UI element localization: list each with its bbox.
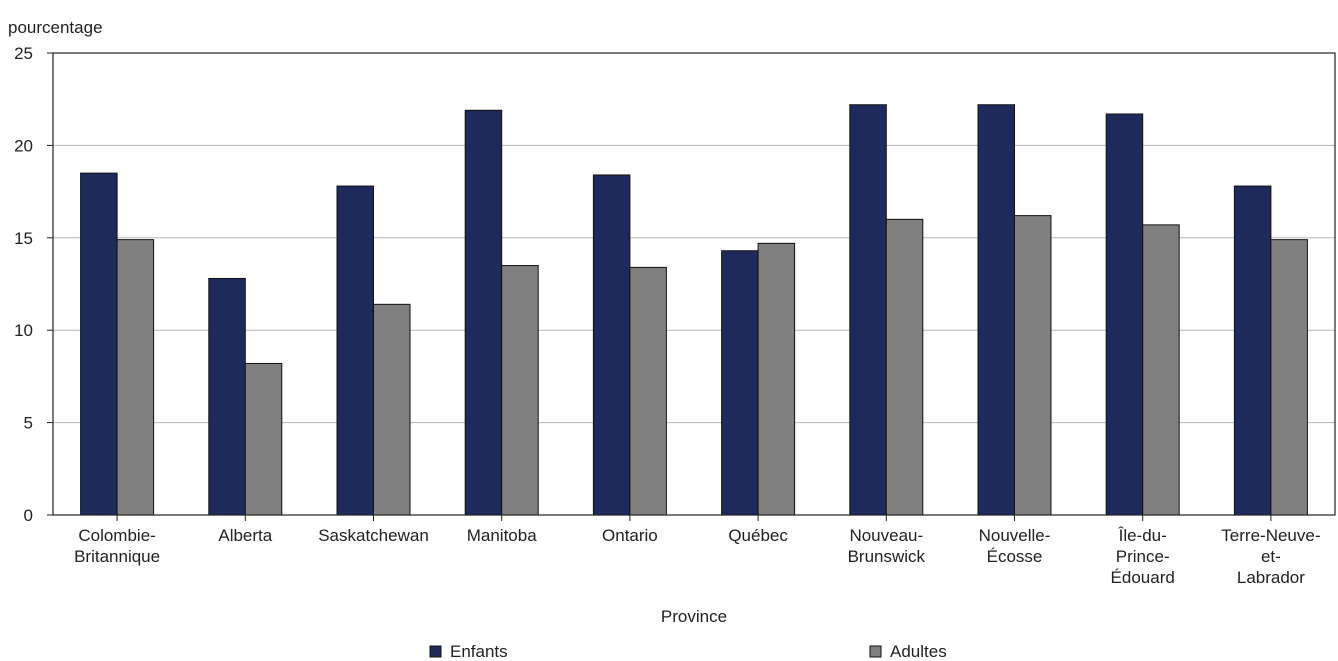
x-axis-label: Province	[661, 607, 727, 626]
x-tick-label: Labrador	[1237, 568, 1305, 587]
bar-adultes-7	[1014, 215, 1052, 516]
y-tick-label: 5	[24, 414, 33, 433]
bar-enfants-5	[721, 250, 759, 516]
bar-enfants-2	[336, 185, 374, 516]
x-tick-label: et-	[1261, 547, 1281, 566]
y-tick-labels: 0 5 10 15 20 25	[14, 44, 53, 525]
bar-adultes-5	[757, 242, 796, 516]
bars	[80, 104, 1308, 516]
bar-adultes-8	[1142, 224, 1180, 516]
bar-adultes-0	[116, 239, 155, 516]
x-tick-label: Terre-Neuve-	[1221, 526, 1320, 545]
bar-adultes-4	[629, 266, 667, 516]
bar-enfants-9	[1233, 185, 1272, 516]
legend: Enfants Adultes	[429, 642, 947, 661]
bar-adultes-1	[244, 362, 283, 516]
y-tick-label: 25	[14, 44, 33, 63]
y-tick-label: 0	[24, 506, 33, 525]
bar-adultes-3	[501, 265, 539, 516]
bar-enfants-8	[1105, 113, 1144, 516]
x-tick-label: Ontario	[602, 526, 658, 545]
x-tick-label: Prince-	[1116, 547, 1170, 566]
x-tick-label: Brunswick	[848, 547, 926, 566]
legend-label-enfants: Enfants	[450, 642, 508, 661]
bar-enfants-1	[208, 277, 246, 516]
x-tick-label: Nouveau-	[849, 526, 923, 545]
x-tick-label: Manitoba	[467, 526, 537, 545]
x-tick-label: Écosse	[987, 547, 1043, 566]
y-tick-label: 15	[14, 229, 33, 248]
legend-swatch-adultes	[869, 645, 882, 658]
y-tick-label: 20	[14, 136, 33, 155]
x-tick-label: Édouard	[1111, 568, 1175, 587]
x-tick-label: Nouvelle-	[979, 526, 1051, 545]
x-tick-label: Britannique	[74, 547, 160, 566]
legend-label-adultes: Adultes	[890, 642, 947, 661]
bar-adultes-6	[885, 218, 924, 516]
bar-adultes-9	[1270, 239, 1308, 516]
x-tick-label: Île-du-	[1118, 526, 1167, 545]
bar-enfants-3	[464, 109, 503, 516]
x-tick-label: Alberta	[218, 526, 272, 545]
x-tick-label: Saskatchewan	[318, 526, 429, 545]
x-tick-labels: Colombie- Britannique Alberta Saskatchewan M…	[74, 515, 1321, 587]
bar-enfants-7	[977, 104, 1015, 516]
y-axis-label: pourcentage	[8, 18, 103, 37]
bar-enfants-4	[592, 174, 631, 516]
bar-adultes-2	[373, 303, 411, 516]
legend-swatch-enfants	[429, 645, 442, 658]
bar-enfants-6	[849, 104, 887, 516]
bar-enfants-0	[80, 172, 118, 516]
y-tick-label: 10	[14, 321, 33, 340]
x-tick-label: Colombie-	[78, 526, 155, 545]
x-tick-label: Québec	[728, 526, 788, 545]
plot-frame	[52, 52, 1336, 516]
